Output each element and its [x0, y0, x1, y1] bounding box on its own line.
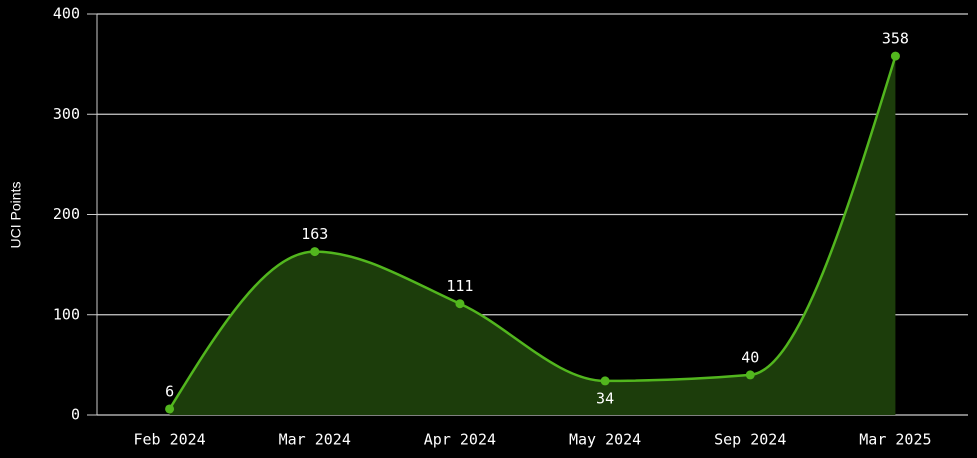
y-tick-label: 200	[53, 205, 80, 223]
x-tick-label: Mar 2025	[859, 431, 931, 449]
area	[169, 56, 896, 415]
data-label: 163	[301, 225, 328, 243]
x-tick-label: May 2024	[569, 431, 641, 449]
data-label: 111	[446, 277, 473, 295]
point	[165, 404, 175, 414]
x-tick-label: Feb 2024	[133, 431, 205, 449]
data-label: 358	[882, 30, 909, 48]
data-label: 40	[741, 348, 759, 366]
y-axis-label: UCI Points	[8, 182, 24, 249]
point	[745, 370, 755, 380]
point	[310, 247, 320, 257]
x-tick-label: Sep 2024	[714, 431, 786, 449]
line	[168, 55, 897, 410]
y-tick-label: 300	[53, 105, 80, 123]
data-label: 34	[596, 389, 614, 407]
point	[890, 51, 900, 61]
y-tick-label: 100	[53, 305, 80, 323]
y-tick-label: 0	[71, 406, 80, 424]
x-tick-label: Apr 2024	[424, 431, 496, 449]
x-tick-label: Mar 2024	[279, 431, 351, 449]
data-label: 6	[165, 382, 174, 400]
point	[455, 299, 465, 309]
point	[600, 376, 610, 386]
y-tick-label: 400	[53, 5, 80, 23]
